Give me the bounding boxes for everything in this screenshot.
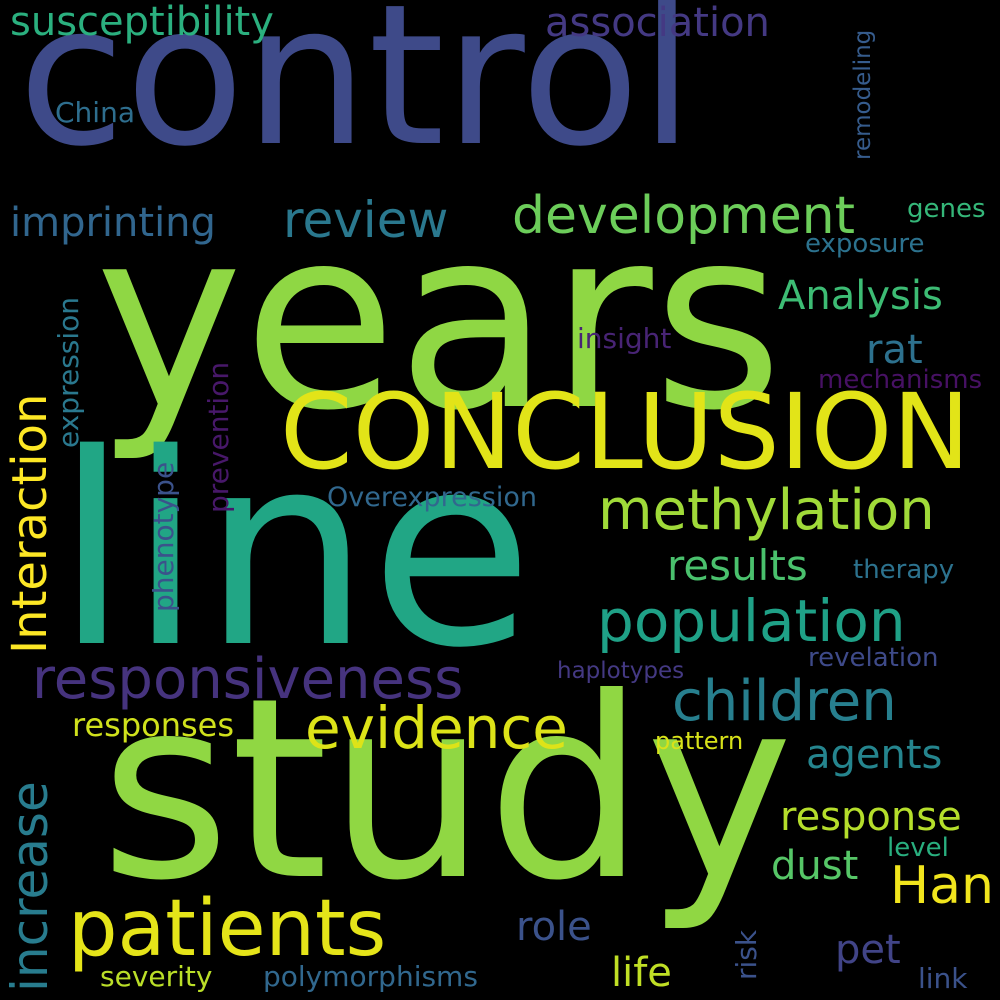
- word-susceptibility: susceptibility: [10, 0, 274, 45]
- word-conclusion: CONCLUSION: [280, 371, 971, 493]
- word-methylation: methylation: [598, 478, 935, 543]
- word-genes: genes: [907, 194, 986, 224]
- word-overexpression: Overexpression: [327, 482, 537, 513]
- word-role: role: [516, 904, 592, 950]
- word-agents: agents: [806, 732, 943, 778]
- word-insight: insight: [577, 322, 672, 355]
- word-prevention: prevention: [202, 361, 235, 513]
- word-interaction: Interaction: [2, 393, 58, 654]
- word-analysis: Analysis: [778, 273, 943, 319]
- word-line: line: [55, 398, 534, 706]
- word-life: life: [611, 950, 672, 996]
- word-dust: dust: [771, 843, 859, 889]
- word-revelation: revelation: [808, 643, 939, 673]
- word-control: control: [18, 0, 694, 189]
- word-response: response: [780, 794, 962, 840]
- word-remodeling: remodeling: [850, 29, 876, 160]
- word-review: review: [283, 191, 449, 249]
- word-haplotypes: haplotypes: [557, 658, 685, 684]
- word-association: association: [545, 0, 770, 46]
- word-imprinting: imprinting: [10, 200, 216, 246]
- word-evidence: evidence: [305, 694, 568, 762]
- word-expression: expression: [52, 296, 85, 448]
- word-increase: increase: [1, 781, 59, 992]
- word-rat: rat: [866, 327, 923, 373]
- word-therapy: therapy: [853, 555, 955, 585]
- word-study: study: [100, 644, 794, 935]
- word-level: level: [887, 833, 949, 863]
- word-development: development: [512, 186, 856, 246]
- word-years: years: [95, 174, 783, 465]
- word-phenotype: phenotype: [147, 461, 180, 612]
- word-severity: severity: [100, 960, 213, 993]
- word-exposure: exposure: [805, 229, 925, 259]
- word-polymorphisms: polymorphisms: [263, 960, 478, 993]
- word-pattern: pattern: [655, 727, 744, 755]
- word-children: children: [672, 669, 897, 734]
- word-china: China: [55, 96, 135, 129]
- word-population: population: [597, 587, 906, 655]
- word-patients: patients: [68, 884, 387, 974]
- word-pet: pet: [835, 927, 901, 973]
- word-mechanisms: mechanisms: [818, 365, 983, 395]
- word-han: Han: [890, 856, 994, 916]
- word-link: link: [918, 962, 968, 995]
- word-results: results: [667, 541, 808, 590]
- word-risk: risk: [730, 929, 763, 980]
- word-responses: responses: [72, 706, 235, 744]
- word-responsiveness: responsiveness: [32, 647, 464, 712]
